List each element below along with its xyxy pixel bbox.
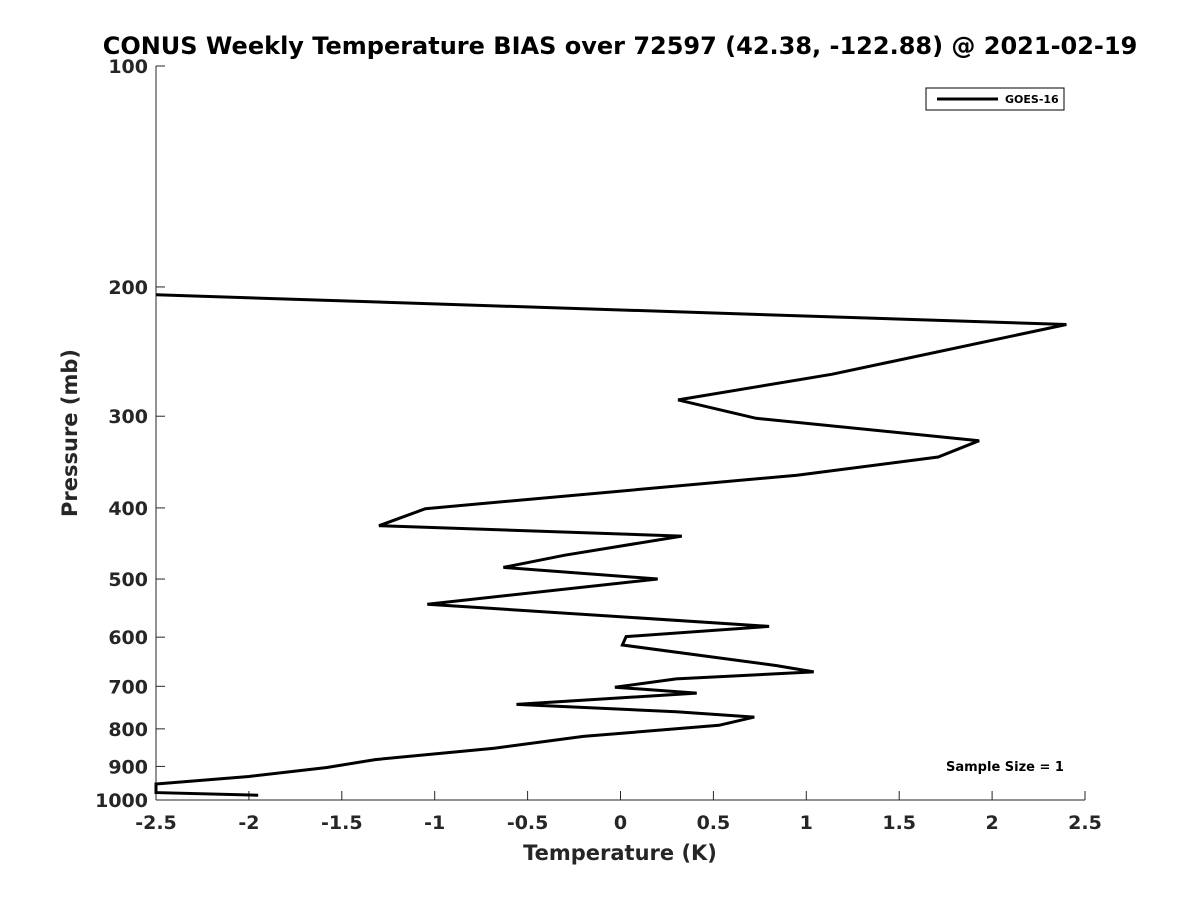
- y-tick-label: 600: [108, 627, 148, 649]
- y-tick-label: 1000: [95, 790, 148, 812]
- x-axis-label: Temperature (K): [523, 841, 717, 865]
- y-tick-label: 300: [108, 406, 148, 428]
- x-tick-label: -2.5: [135, 812, 177, 834]
- legend: GOES-16: [925, 87, 1065, 111]
- y-tick-label: 200: [108, 277, 148, 299]
- series-line-goes-16: [154, 293, 1067, 797]
- x-axis-ticks: -2.5 -2 -1.5 -1 -0.5 0 0.5 1 1.5 2 2.5: [135, 791, 1102, 834]
- y-tick-label: 900: [108, 756, 148, 778]
- y-tick-label: 700: [108, 676, 148, 698]
- legend-label-goes-16: GOES-16: [1005, 93, 1059, 106]
- x-tick-label: 1: [800, 812, 813, 834]
- x-tick-label: 2.5: [1068, 812, 1102, 834]
- x-tick-label: 2: [985, 812, 998, 834]
- chart-title: CONUS Weekly Temperature BIAS over 72597…: [103, 32, 1138, 60]
- x-tick-label: 1.5: [882, 812, 916, 834]
- x-tick-label: -1.5: [321, 812, 363, 834]
- x-tick-label: -2: [238, 812, 259, 834]
- y-axis-ticks: 100 200 300 400 500 600 700 800 900 1000: [95, 56, 165, 812]
- plot-axes: [155, 66, 1085, 801]
- sample-size-annotation: Sample Size = 1: [946, 760, 1064, 775]
- x-tick-label: -0.5: [507, 812, 549, 834]
- y-tick-label: 500: [108, 569, 148, 591]
- x-tick-label: 0.5: [697, 812, 731, 834]
- x-tick-label: -1: [424, 812, 445, 834]
- y-axis-label: Pressure (mb): [58, 349, 82, 517]
- y-tick-label: 800: [108, 719, 148, 741]
- y-tick-label: 100: [108, 56, 148, 78]
- x-tick-label: 0: [614, 812, 627, 834]
- y-tick-label: 400: [108, 498, 148, 520]
- series-layer: [154, 293, 1067, 797]
